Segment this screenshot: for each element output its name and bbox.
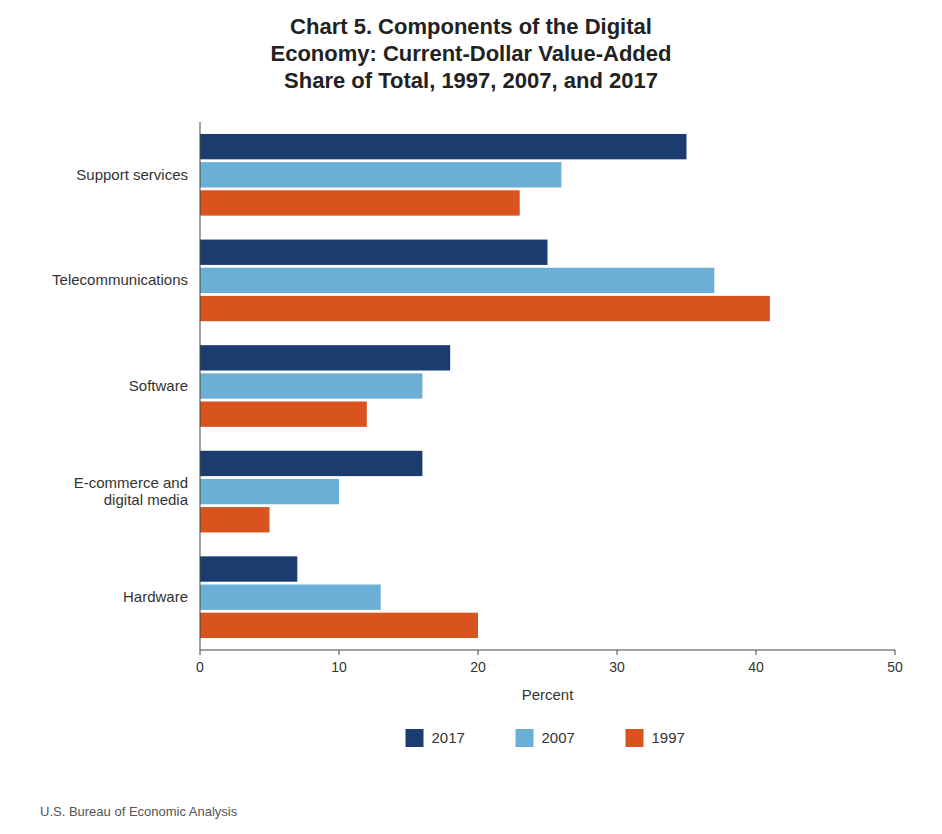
bar: [200, 268, 714, 293]
text-line: Economy: Current-Dollar Value-Added: [271, 41, 672, 66]
legend-label: 1997: [652, 729, 685, 746]
category-label: Software: [129, 377, 188, 394]
text-line: E-commerce and: [74, 474, 188, 491]
series-bars: [200, 134, 687, 582]
bar: [200, 479, 339, 504]
category-label: E-commerce anddigital media: [74, 474, 189, 508]
x-axis-line: [200, 650, 895, 651]
x-tick: [339, 650, 340, 655]
bar: [200, 162, 561, 187]
x-tick: [200, 650, 201, 655]
bar: [200, 296, 770, 321]
x-tick-label: 10: [331, 659, 347, 675]
bar: [200, 373, 422, 398]
series-bars: [200, 190, 770, 638]
legend-label: 2007: [542, 729, 575, 746]
text-line: Support services: [76, 166, 188, 183]
series-bars: [200, 162, 714, 610]
x-tick: [756, 650, 757, 655]
bar: [200, 240, 548, 265]
x-tick-label: 0: [196, 659, 204, 675]
x-tick-label: 40: [748, 659, 764, 675]
category-label: Telecommunications: [52, 271, 188, 288]
legend-swatch: [626, 729, 644, 747]
x-tick-label: 30: [609, 659, 625, 675]
category-label: Support services: [76, 166, 188, 183]
legend-label: 2017: [432, 729, 465, 746]
chart-container: Chart 5. Components of the DigitalEconom…: [0, 0, 942, 834]
text-line: Telecommunications: [52, 271, 188, 288]
bar: [200, 451, 422, 476]
bars: [200, 134, 770, 638]
text-line: digital media: [104, 491, 189, 508]
x-tick: [895, 650, 896, 655]
title: Chart 5. Components of the DigitalEconom…: [271, 14, 672, 93]
bar: [200, 401, 367, 426]
bar: [200, 345, 450, 370]
chart-svg: Chart 5. Components of the DigitalEconom…: [0, 0, 942, 834]
x-tick-label: 50: [887, 659, 903, 675]
text-line: Software: [129, 377, 188, 394]
footer-note: U.S. Bureau of Economic Analysis: [40, 804, 238, 819]
text-line: Share of Total, 1997, 2007, and 2017: [284, 68, 658, 93]
y-axis-line: [200, 122, 201, 650]
bar: [200, 613, 478, 638]
category-label: Hardware: [123, 588, 188, 605]
axes: 0 10 20 30 40 50 Support services Telecommunica…: [52, 122, 903, 675]
x-tick-label: 20: [470, 659, 486, 675]
bar: [200, 556, 297, 581]
background: [0, 0, 942, 834]
bar: [200, 134, 687, 159]
legend: 2017 2007 1997: [406, 729, 685, 747]
text-line: Hardware: [123, 588, 188, 605]
text-line: Chart 5. Components of the Digital: [290, 14, 652, 39]
legend-swatch: [516, 729, 534, 747]
x-tick: [478, 650, 479, 655]
legend-swatch: [406, 729, 424, 747]
x-axis-label: Percent: [522, 686, 575, 703]
bar: [200, 190, 520, 215]
bar: [200, 585, 381, 610]
x-tick: [617, 650, 618, 655]
bar: [200, 507, 270, 532]
